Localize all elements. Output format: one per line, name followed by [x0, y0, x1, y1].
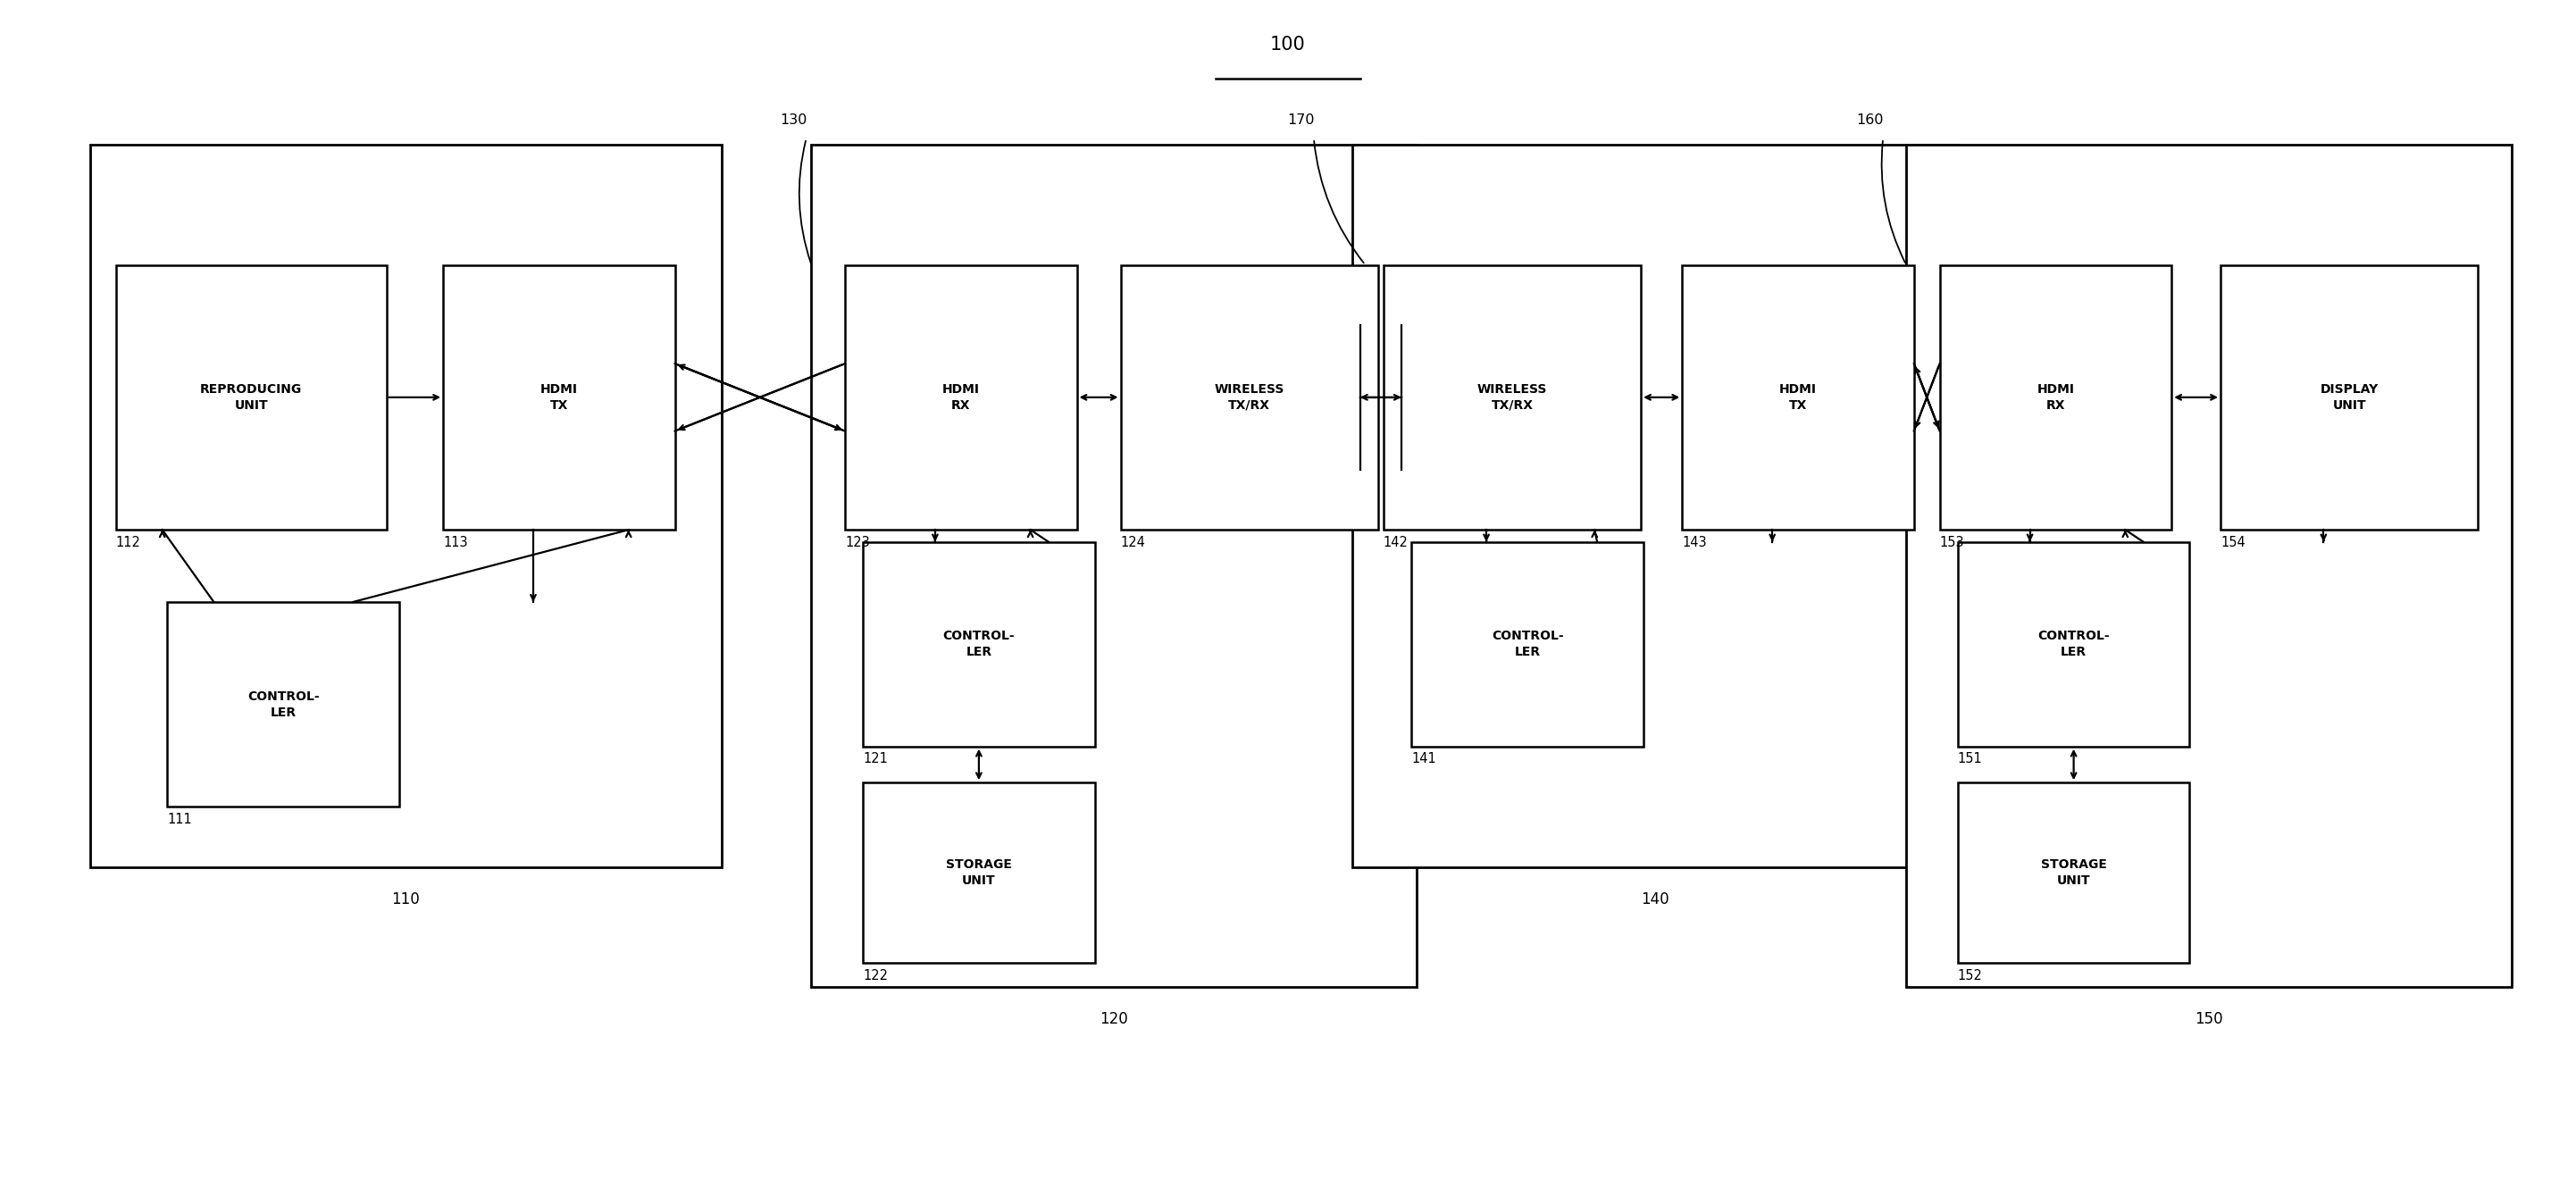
- Bar: [1383, 265, 1641, 530]
- Bar: [1940, 265, 2172, 530]
- Text: 141: 141: [1412, 752, 1437, 766]
- Text: 113: 113: [443, 536, 469, 549]
- Text: 153: 153: [1940, 536, 1965, 549]
- Bar: [863, 542, 1095, 746]
- Text: 151: 151: [1958, 752, 1984, 766]
- Text: 140: 140: [1641, 891, 1669, 907]
- Text: CONTROL-
LER: CONTROL- LER: [943, 630, 1015, 659]
- Text: 143: 143: [1682, 536, 1708, 549]
- Text: 154: 154: [2221, 536, 2246, 549]
- Bar: [116, 265, 386, 530]
- Text: HDMI
RX: HDMI RX: [943, 383, 979, 412]
- Text: CONTROL-
LER: CONTROL- LER: [1492, 630, 1564, 659]
- Text: 152: 152: [1958, 969, 1984, 982]
- Bar: [1958, 542, 2190, 746]
- Text: STORAGE
UNIT: STORAGE UNIT: [2040, 858, 2107, 887]
- Text: STORAGE
UNIT: STORAGE UNIT: [945, 858, 1012, 887]
- Text: 100: 100: [1270, 36, 1306, 54]
- Text: HDMI
TX: HDMI TX: [541, 383, 577, 412]
- Text: 160: 160: [1857, 113, 1883, 126]
- Text: 142: 142: [1383, 536, 1409, 549]
- Bar: [863, 783, 1095, 963]
- Text: 120: 120: [1100, 1011, 1128, 1027]
- Text: 170: 170: [1288, 113, 1314, 126]
- Text: DISPLAY
UNIT: DISPLAY UNIT: [2321, 383, 2378, 412]
- Bar: [1906, 144, 2512, 987]
- Bar: [1352, 144, 1958, 867]
- Bar: [90, 144, 721, 867]
- Bar: [845, 265, 1077, 530]
- Text: 110: 110: [392, 891, 420, 907]
- Text: 150: 150: [2195, 1011, 2223, 1027]
- Text: 122: 122: [863, 969, 889, 982]
- Text: 111: 111: [167, 813, 193, 826]
- Text: 121: 121: [863, 752, 889, 766]
- Text: HDMI
RX: HDMI RX: [2038, 383, 2074, 412]
- Text: CONTROL-
LER: CONTROL- LER: [2038, 630, 2110, 659]
- Bar: [1958, 783, 2190, 963]
- Text: WIRELESS
TX/RX: WIRELESS TX/RX: [1213, 383, 1285, 412]
- Bar: [167, 602, 399, 807]
- Bar: [1682, 265, 1914, 530]
- Text: HDMI
TX: HDMI TX: [1780, 383, 1816, 412]
- Text: REPRODUCING
UNIT: REPRODUCING UNIT: [201, 383, 301, 412]
- Text: 124: 124: [1121, 536, 1146, 549]
- Bar: [1412, 542, 1643, 746]
- Text: CONTROL-
LER: CONTROL- LER: [247, 690, 319, 719]
- Text: WIRELESS
TX/RX: WIRELESS TX/RX: [1476, 383, 1548, 412]
- Text: 130: 130: [781, 113, 806, 126]
- Bar: [811, 144, 1417, 987]
- Bar: [2221, 265, 2478, 530]
- Text: 112: 112: [116, 536, 142, 549]
- Bar: [1121, 265, 1378, 530]
- Bar: [443, 265, 675, 530]
- Text: 123: 123: [845, 536, 871, 549]
